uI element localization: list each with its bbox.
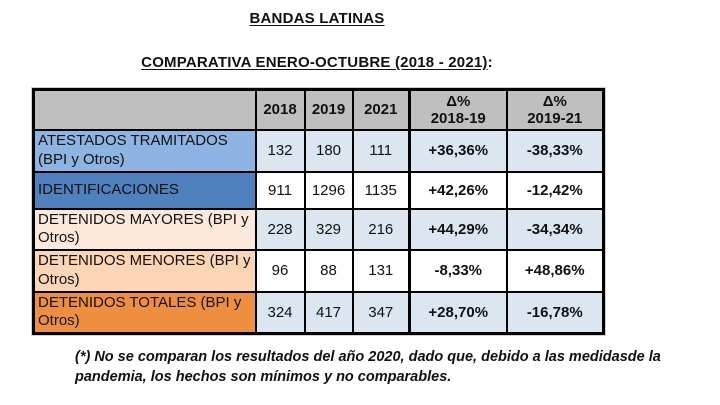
col-header-delta-2019-21: Δ% 2019-21 bbox=[505, 88, 605, 131]
cell-delta-2018-19: +36,36% bbox=[408, 128, 508, 173]
page-title: BANDAS LATINAS bbox=[32, 10, 602, 27]
cell-2021: 347 bbox=[351, 290, 411, 335]
table-row: IDENTIFICACIONES 911 1296 1135 +42,26% -… bbox=[32, 170, 605, 210]
row-label-detenidos-mayores: DETENIDOS MAYORES (BPI y Otros) bbox=[32, 207, 257, 251]
col-header-2019: 2019 bbox=[303, 88, 354, 131]
col-header-blank bbox=[32, 88, 257, 131]
delta-symbol: Δ% bbox=[542, 92, 567, 110]
footnote: (*) No se comparan los resultados del añ… bbox=[75, 349, 661, 385]
table-row: DETENIDOS MENORES (BPI y Otros) 96 88 13… bbox=[32, 249, 605, 293]
table-row: ATESTADOS TRAMITADOS (BPI y Otros) 132 1… bbox=[32, 128, 605, 173]
cell-2021: 131 bbox=[351, 249, 411, 293]
row-label-detenidos-menores: DETENIDOS MENORES (BPI y Otros) bbox=[32, 249, 257, 293]
cell-2019: 88 bbox=[303, 249, 354, 293]
cell-delta-2018-19: +42,26% bbox=[408, 170, 508, 210]
page-subtitle-text: COMPARATIVA ENERO-OCTUBRE (2018 - 2021) bbox=[141, 54, 488, 71]
cell-delta-2018-19: +28,70% bbox=[408, 290, 508, 335]
cell-2019: 329 bbox=[303, 207, 354, 251]
cell-delta-2019-21: -16,78% bbox=[505, 290, 605, 335]
table-row: DETENIDOS MAYORES (BPI y Otros) 228 329 … bbox=[32, 207, 605, 251]
cell-delta-2019-21: +48,86% bbox=[505, 249, 605, 293]
cell-2021: 1135 bbox=[351, 170, 411, 210]
row-label-atestados-tramitados: ATESTADOS TRAMITADOS (BPI y Otros) bbox=[32, 128, 257, 173]
cell-2019: 180 bbox=[303, 128, 354, 173]
cell-delta-2018-19: +44,29% bbox=[408, 207, 508, 251]
cell-2018: 324 bbox=[254, 290, 306, 335]
cell-delta-2019-21: -34,34% bbox=[505, 207, 605, 251]
row-label-identificaciones: IDENTIFICACIONES bbox=[32, 170, 257, 210]
cell-delta-2018-19: -8,33% bbox=[408, 249, 508, 293]
delta-range: 2018-19 bbox=[430, 109, 486, 127]
col-header-delta-2018-19: Δ% 2018-19 bbox=[408, 88, 508, 131]
header-row: 2018 2019 2021 Δ% 2018-19 Δ% 2019-21 bbox=[32, 88, 605, 131]
cell-2019: 417 bbox=[303, 290, 354, 335]
row-label-detenidos-totales: DETENIDOS TOTALES (BPI y Otros) bbox=[32, 290, 257, 335]
page-title-text: BANDAS LATINAS bbox=[249, 10, 385, 27]
delta-symbol: Δ% bbox=[446, 92, 471, 110]
table-row: DETENIDOS TOTALES (BPI y Otros) 324 417 … bbox=[32, 290, 605, 335]
cell-2021: 111 bbox=[351, 128, 411, 173]
page-subtitle: COMPARATIVA ENERO-OCTUBRE (2018 - 2021): bbox=[12, 54, 622, 71]
cell-delta-2019-21: -12,42% bbox=[505, 170, 605, 210]
cell-2019: 1296 bbox=[303, 170, 354, 210]
cell-2021: 216 bbox=[351, 207, 411, 251]
page-subtitle-colon: : bbox=[487, 54, 493, 71]
cell-2018: 132 bbox=[254, 128, 306, 173]
cell-delta-2019-21: -38,33% bbox=[505, 128, 605, 173]
col-header-2018: 2018 bbox=[254, 88, 306, 131]
delta-range: 2019-21 bbox=[527, 109, 583, 127]
col-header-2021: 2021 bbox=[351, 88, 411, 131]
cell-2018: 228 bbox=[254, 207, 306, 251]
cell-2018: 911 bbox=[254, 170, 306, 210]
stats-table: 2018 2019 2021 Δ% 2018-19 Δ% 2019-21 ATE… bbox=[32, 88, 605, 335]
cell-2018: 96 bbox=[254, 249, 306, 293]
